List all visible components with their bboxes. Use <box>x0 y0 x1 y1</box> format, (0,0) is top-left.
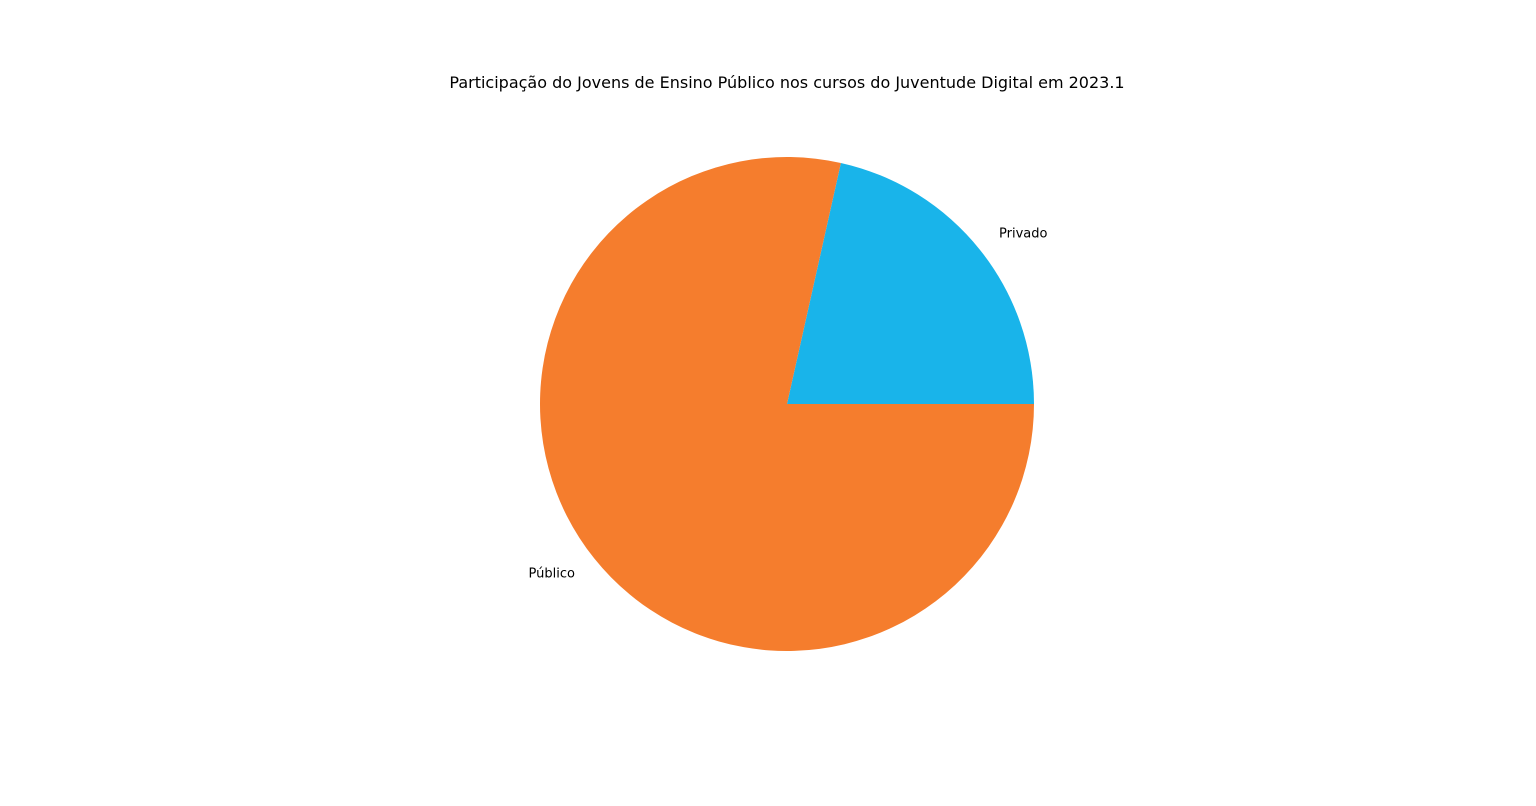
pie-label-privado: Privado <box>999 227 1047 242</box>
chart-title: Participação do Jovens de Ensino Público… <box>449 73 1124 92</box>
pie-slice-privado <box>787 162 1034 404</box>
pie-slice-publico <box>540 157 1034 652</box>
pie-labels: Privado Público <box>529 227 1048 582</box>
pie-label-publico: Público <box>529 566 575 581</box>
pie-slices <box>540 157 1034 652</box>
